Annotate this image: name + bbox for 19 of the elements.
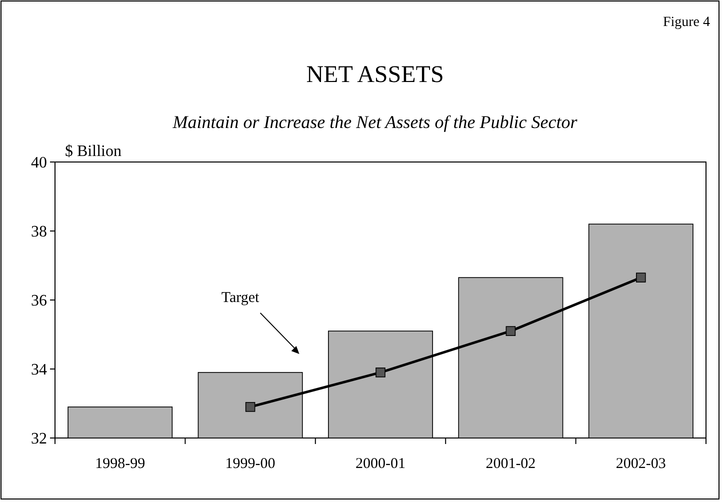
y-tick-label: 36 xyxy=(31,292,47,310)
caption: Figure 4 xyxy=(662,15,710,30)
x-tick-label: 1998-99 xyxy=(95,456,146,472)
point xyxy=(506,326,516,336)
x-tick-label: 2001-02 xyxy=(486,456,536,472)
y-tick-label: 32 xyxy=(31,430,47,448)
y-tick-label: 38 xyxy=(31,224,47,241)
y-tick-label: 34 xyxy=(31,362,47,379)
y-tick-label: 40 xyxy=(31,154,47,172)
chart-title: NET ASSETS xyxy=(306,62,444,88)
text: Target xyxy=(221,290,260,306)
point xyxy=(245,402,256,412)
point xyxy=(376,368,386,378)
point xyxy=(636,272,646,282)
chart-subtitle: Maintain or Increase the Net Assets of the Public Sector xyxy=(172,112,578,132)
x-tick-label: 1999-00 xyxy=(225,456,276,472)
y-axis-title: $ Billion xyxy=(65,143,122,160)
x-tick-label: 2002-03 xyxy=(616,456,666,472)
x-tick-label: 2000-01 xyxy=(356,456,406,472)
